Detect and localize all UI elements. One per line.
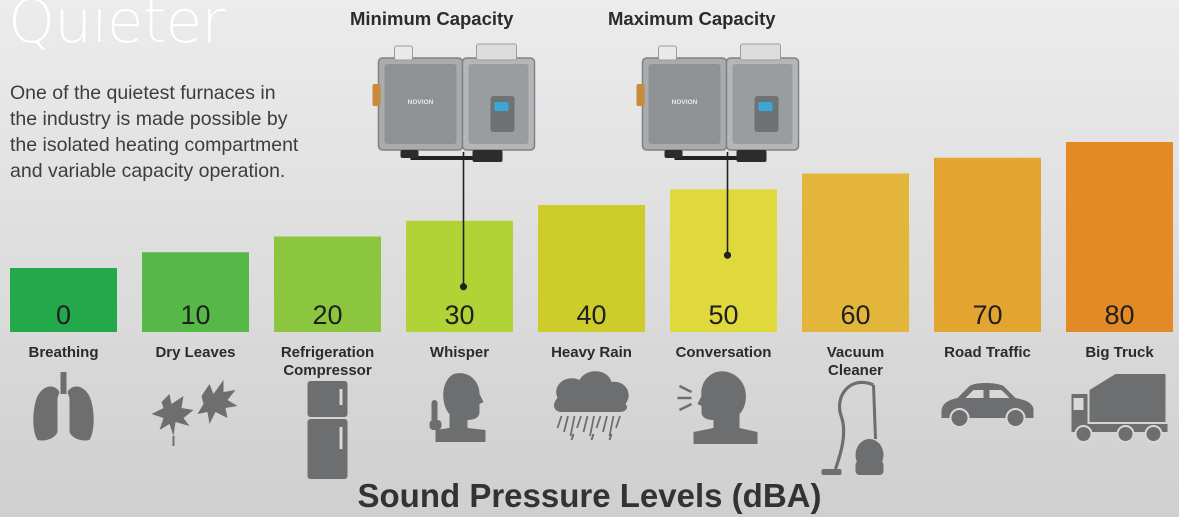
car-icon: [941, 383, 1034, 428]
bar-value-label: 20: [312, 300, 342, 330]
furnace-minimum-image: NOVION: [372, 43, 536, 162]
whisper-icon: [429, 373, 486, 442]
vacuum-icon: [821, 380, 884, 475]
bar-7: [934, 157, 1041, 332]
maximum-pointer-dot: [723, 251, 732, 259]
bar-2: [274, 236, 381, 332]
minimum-capacity-label: Minimum Capacity: [350, 8, 514, 29]
category-label: Heavy Rain: [551, 344, 632, 361]
bar-value-label: 70: [972, 300, 1002, 330]
bar-6: [802, 173, 909, 332]
brand-logo-text: NOVION: [672, 99, 698, 106]
speaking-person-icon: [677, 371, 758, 444]
headline: Quieter: [8, 0, 226, 57]
bar-value-label: 80: [1104, 300, 1134, 330]
bar-8: [1066, 142, 1173, 332]
category-label: Big Truck: [1085, 344, 1154, 361]
bar-4: [538, 205, 645, 332]
furnace-maximum-image: NOVION: [636, 43, 800, 162]
brand-logo-text: NOVION: [408, 99, 434, 106]
bar-1: [142, 252, 249, 332]
category-label: Breathing: [28, 344, 98, 361]
category-label: Dry Leaves: [155, 344, 235, 361]
bar-value-label: 0: [56, 300, 71, 330]
bar-3: [406, 220, 513, 332]
leaves-icon: [151, 380, 238, 446]
bar-value-label: 60: [840, 300, 870, 330]
bar-value-label: 40: [576, 300, 606, 330]
rain-cloud-icon: [554, 371, 629, 441]
category-label: Conversation: [676, 344, 772, 361]
lungs-icon: [33, 372, 94, 441]
minimum-pointer-dot: [459, 283, 468, 291]
category-label: Vacuum Cleaner: [827, 344, 885, 379]
maximum-capacity-label: Maximum Capacity: [608, 8, 776, 29]
bar-value-label: 10: [180, 300, 210, 330]
chart-title: Sound Pressure Levels (dBA): [357, 477, 822, 514]
bar-0: [10, 268, 117, 332]
bar-value-label: 50: [708, 300, 738, 330]
intro-text: One of the quietest furnaces in the indu…: [10, 82, 299, 182]
truck-icon: [1071, 374, 1168, 443]
category-label: Whisper: [430, 344, 489, 361]
refrigerator-icon: [307, 381, 348, 479]
category-label: Refrigeration Compressor: [281, 344, 374, 379]
bar-5: [670, 189, 777, 332]
bar-value-label: 30: [444, 300, 474, 330]
category-label: Road Traffic: [944, 344, 1031, 361]
